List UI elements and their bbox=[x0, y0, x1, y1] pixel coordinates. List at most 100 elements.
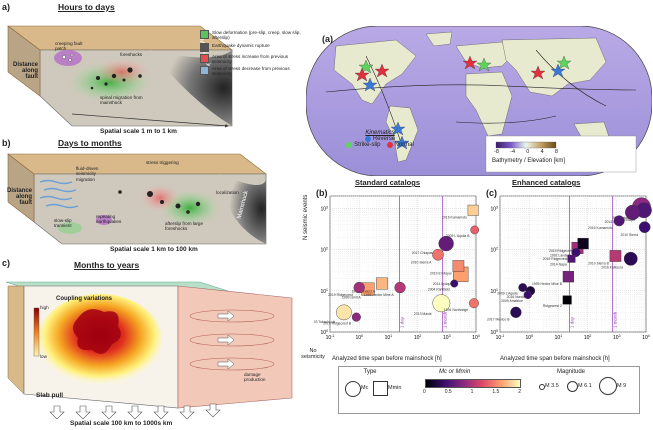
x-tick-label: 102 bbox=[584, 334, 592, 341]
plot-frame bbox=[329, 195, 477, 333]
process-legend: Slow deformation (pre-slip, creep, slow … bbox=[200, 30, 305, 77]
bathy-tick: 4 bbox=[540, 149, 544, 155]
panel-a-xlabel: Spatial scale 1 m to 1 km bbox=[100, 128, 177, 135]
std-panel-letter: (b) bbox=[316, 188, 328, 198]
event-marker-mc bbox=[432, 294, 451, 313]
event-marker-mc bbox=[571, 248, 581, 258]
kinematics-label: Reverse bbox=[372, 136, 396, 142]
event-marker-mmin bbox=[375, 277, 388, 290]
stress-increase-area bbox=[94, 58, 150, 86]
std-title: Standard catalogs bbox=[355, 178, 421, 187]
strike-slip-dot bbox=[346, 142, 353, 148]
panel-a-ylabel: Distance along fault bbox=[12, 62, 38, 80]
event-marker-mc bbox=[353, 281, 365, 294]
event-label: 2010 Sierra bbox=[621, 233, 639, 237]
reverse-dot bbox=[364, 136, 371, 142]
mmin-square-marker bbox=[373, 381, 388, 396]
y-tick-label: 103 bbox=[320, 205, 328, 212]
bathy-label: Bathymetry / Elevation [km] bbox=[492, 158, 566, 164]
event-label: 1992 Landers A bbox=[351, 289, 375, 293]
label-localization: localization bbox=[216, 190, 239, 195]
legend-row: Area of stress increase from previous se… bbox=[200, 53, 305, 65]
event-label: 1999 Izmit A bbox=[342, 295, 361, 299]
slow-slip-transient bbox=[58, 222, 82, 234]
kinematics-legend: Kinematics Reverse Strike-slip Normal bbox=[338, 130, 422, 148]
event-marker-mmin bbox=[577, 237, 589, 250]
event-label: 2010 Sierra B bbox=[588, 262, 609, 266]
slab-pull-arrows bbox=[49, 403, 221, 420]
enh-title: Enhanced catalogs bbox=[512, 178, 581, 187]
x-tick-label: 101 bbox=[385, 334, 393, 341]
legend-row: Slow deformation (pre-slip, creep, slow … bbox=[200, 30, 305, 41]
reference-line-label: 1 day bbox=[400, 316, 405, 328]
x-tick-label: 102 bbox=[414, 334, 422, 341]
event-label: 2014 Iquique bbox=[433, 282, 453, 286]
x-tick-label: 103 bbox=[443, 334, 451, 341]
coupling-high: high bbox=[40, 305, 49, 310]
panel-a-letter: a) bbox=[2, 2, 11, 12]
y-tick-label: 101 bbox=[490, 288, 498, 295]
mc-tick: 0 bbox=[423, 389, 426, 395]
damage-label: damage production bbox=[244, 372, 266, 383]
coupling-low: low bbox=[40, 354, 47, 359]
bathy-tick: -8 bbox=[494, 149, 499, 155]
label-repeating: repeating earthquakes bbox=[96, 214, 122, 225]
mag-small-marker bbox=[539, 384, 545, 390]
mc-tick: 2 bbox=[518, 389, 521, 395]
event-marker-mc bbox=[351, 312, 361, 322]
event-label: 2009 L'Aquila B bbox=[446, 234, 470, 238]
event-label: 2019 Ridgecrest bbox=[328, 293, 353, 297]
event-label: 1999 Hector Mine B bbox=[532, 282, 563, 286]
ylabel: N seismic events bbox=[303, 194, 309, 240]
mag-large-marker bbox=[599, 377, 617, 395]
event-label: 2016 Kumamoto bbox=[588, 226, 613, 230]
x-tick-label: 100 bbox=[355, 334, 363, 341]
event-label: 2017 Mexico B bbox=[487, 318, 510, 322]
mc-ticks: 0 0.5 1 1.5 2 bbox=[423, 389, 521, 395]
y-tick-label: 102 bbox=[490, 247, 498, 254]
legend-swatch bbox=[200, 53, 209, 63]
continents bbox=[333, 31, 611, 163]
type-mmin: Mmin bbox=[388, 385, 402, 391]
event-marker-mmin bbox=[567, 254, 576, 263]
x-tick-label: 101 bbox=[555, 334, 563, 341]
event-marker-mc bbox=[450, 279, 459, 288]
event-label: 2014 Napa bbox=[550, 262, 567, 266]
label-spinal-migration: spinal migration from mainshock bbox=[100, 95, 143, 106]
event-label: 2010 Sierra A bbox=[411, 260, 432, 264]
event-label: 2013 Maule bbox=[414, 312, 432, 316]
event-marker-mc bbox=[394, 281, 406, 294]
slab-pull-label: Slab pull bbox=[36, 392, 64, 399]
event-marker-mc bbox=[638, 221, 651, 233]
reference-line-label: 1 month bbox=[613, 311, 618, 328]
label-stress-triggering: stress triggering bbox=[146, 160, 179, 165]
event-label: 2009 Amatrice bbox=[501, 299, 523, 303]
label-foreshocks: foreshocks bbox=[120, 52, 143, 57]
kinematics-label: Normal bbox=[394, 142, 414, 148]
event-marker-mmin bbox=[562, 295, 572, 305]
repeating-patch bbox=[96, 215, 112, 225]
event-marker-mc bbox=[468, 298, 479, 309]
bathy-tick: -4 bbox=[510, 149, 516, 155]
event-label: 2019 Ridgecrest A bbox=[549, 249, 577, 253]
enh-panel-letter: (c) bbox=[486, 188, 497, 198]
event-marker-mmin bbox=[562, 271, 575, 283]
mc-tick: 1 bbox=[470, 389, 474, 395]
fluid-flow-arrows bbox=[39, 179, 79, 209]
mc-circle-marker bbox=[345, 381, 361, 397]
coupling-label: Coupling variations bbox=[56, 296, 113, 302]
kinematics-item: Strike-slip Normal bbox=[338, 142, 422, 148]
event-label: 2019 El Mayor bbox=[430, 272, 453, 276]
event-marker-mc bbox=[613, 215, 625, 227]
event-marker-mc bbox=[523, 290, 533, 299]
legend-swatch bbox=[200, 30, 209, 39]
world-map bbox=[306, 26, 652, 176]
enh-xlabel: Analyzed time span before mainshock [h] bbox=[500, 356, 610, 362]
event-marker-mc bbox=[438, 235, 454, 252]
legend-swatch bbox=[200, 42, 209, 52]
panel-b-title: Days to months bbox=[58, 138, 122, 148]
mag-title: Magnitude bbox=[557, 369, 586, 375]
normal-dot bbox=[386, 142, 393, 148]
std-xlabel: Analyzed time span before mainshock [h] bbox=[332, 356, 442, 362]
